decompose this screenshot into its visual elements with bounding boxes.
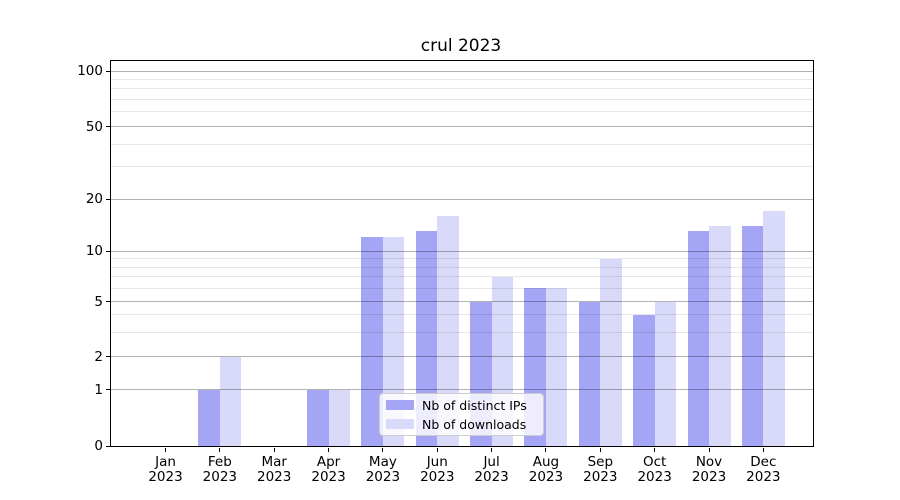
minor-gridline-30 — [111, 166, 813, 168]
bar-ips-oct-2023 — [633, 314, 655, 446]
y-tick-label-1: 1 — [94, 381, 103, 398]
bar-downloads-feb-2023 — [219, 356, 242, 446]
x-tick-label-jun-2023: Jun 2023 — [420, 454, 455, 485]
legend-swatch-downloads — [386, 419, 414, 429]
x-tick-label-nov-2023: Nov 2023 — [691, 454, 727, 485]
x-tick-mark-apr-2023 — [328, 448, 330, 452]
x-tick-label-jul-2023: Jul 2023 — [474, 454, 509, 485]
legend-swatch-distinct-ips — [386, 400, 414, 410]
y-tick-mark-100 — [106, 70, 110, 72]
y-tick-label-50: 50 — [85, 118, 103, 135]
x-tick-label-may-2023: May 2023 — [365, 454, 401, 485]
y-tick-mark-20 — [106, 198, 110, 200]
x-tick-mark-nov-2023 — [708, 448, 710, 452]
bar-downloads-apr-2023 — [328, 389, 351, 446]
y-tick-label-20: 20 — [85, 191, 103, 207]
major-gridline-1 — [111, 389, 813, 390]
minor-gridline-8 — [111, 266, 813, 268]
minor-gridline-4 — [111, 314, 813, 316]
x-tick-mark-jan-2023 — [165, 448, 166, 452]
x-tick-label-aug-2023: Aug 2023 — [528, 454, 564, 485]
y-tick-mark-0 — [106, 445, 110, 447]
x-tick-mark-dec-2023 — [762, 448, 764, 452]
x-tick-label-apr-2023: Apr 2023 — [311, 454, 346, 485]
minor-gridline-90 — [111, 78, 813, 80]
x-tick-label-mar-2023: Mar 2023 — [257, 454, 292, 485]
y-tick-label-0: 0 — [94, 438, 103, 454]
bar-ips-dec-2023 — [741, 225, 764, 446]
major-gridline-10 — [111, 250, 813, 252]
bar-downloads-oct-2023 — [654, 301, 677, 446]
minor-gridline-7 — [111, 276, 813, 278]
x-tick-label-dec-2023: Dec 2023 — [746, 454, 781, 485]
x-tick-label-feb-2023: Feb 2023 — [202, 454, 238, 485]
legend-label-distinct-ips: Nb of distinct IPs — [422, 397, 527, 413]
bar-ips-sep-2023 — [578, 301, 601, 446]
major-gridline-20 — [111, 198, 813, 200]
plot-area: 0 1 2 5 10 20 50 100 Jan 2023 Feb 2023 Mar 2023 Apr 20… — [77, 60, 814, 485]
minor-gridline-9 — [111, 258, 813, 260]
x-tick-mark-feb-2023 — [219, 448, 221, 452]
major-gridline-2 — [111, 356, 813, 357]
bar-downloads-aug-2023 — [545, 288, 568, 446]
bar-downloads-sep-2023 — [600, 258, 622, 446]
y-tick-label-2: 2 — [94, 348, 103, 365]
y-tick-mark-50 — [106, 126, 110, 127]
x-tick-label-oct-2023: Oct 2023 — [637, 454, 672, 485]
bar-ips-apr-2023 — [307, 389, 329, 446]
bar-ips-jun-2023 — [415, 231, 438, 446]
minor-gridline-3 — [111, 331, 813, 333]
x-tick-mark-mar-2023 — [273, 448, 275, 452]
minor-gridline-60 — [111, 111, 813, 113]
major-gridline-100 — [111, 70, 813, 72]
legend: Nb of distinct IPs Nb of downloads — [379, 393, 544, 436]
y-tick-mark-1 — [106, 389, 110, 390]
major-gridline-50 — [111, 126, 813, 127]
minor-gridline-6 — [111, 287, 813, 289]
minor-gridline-70 — [111, 99, 813, 101]
chart-title: crul 2023 — [420, 36, 502, 56]
y-tick-label-5: 5 — [94, 293, 103, 310]
x-tick-mark-aug-2023 — [545, 448, 547, 452]
minor-gridline-80 — [111, 88, 813, 90]
legend-item-downloads: Nb of downloads — [386, 416, 537, 432]
legend-label-downloads: Nb of downloads — [422, 416, 527, 432]
y-tick-mark-5 — [106, 301, 110, 302]
x-tick-mark-jun-2023 — [436, 448, 438, 452]
bar-downloads-dec-2023 — [763, 211, 785, 446]
x-tick-label-sep-2023: Sep 2023 — [583, 454, 618, 485]
y-tick-label-100: 100 — [77, 63, 103, 79]
x-tick-mark-oct-2023 — [654, 448, 656, 452]
x-tick-mark-sep-2023 — [599, 448, 601, 452]
bar-ips-nov-2023 — [687, 231, 709, 446]
bar-downloads-nov-2023 — [709, 225, 731, 446]
bar-downloads-jun-2023 — [437, 215, 459, 446]
major-gridline-5 — [111, 301, 813, 302]
y-tick-mark-2 — [106, 356, 110, 357]
x-tick-label-jan-2023: Jan 2023 — [148, 454, 183, 485]
y-tick-mark-10 — [106, 250, 110, 252]
legend-item-distinct-ips: Nb of distinct IPs — [386, 397, 537, 413]
x-tick-mark-jul-2023 — [491, 448, 493, 452]
y-tick-label-10: 10 — [85, 243, 103, 259]
x-tick-mark-may-2023 — [382, 448, 384, 452]
bar-ips-may-2023 — [361, 237, 383, 446]
bar-ips-feb-2023 — [198, 389, 220, 446]
minor-gridline-40 — [111, 143, 813, 145]
